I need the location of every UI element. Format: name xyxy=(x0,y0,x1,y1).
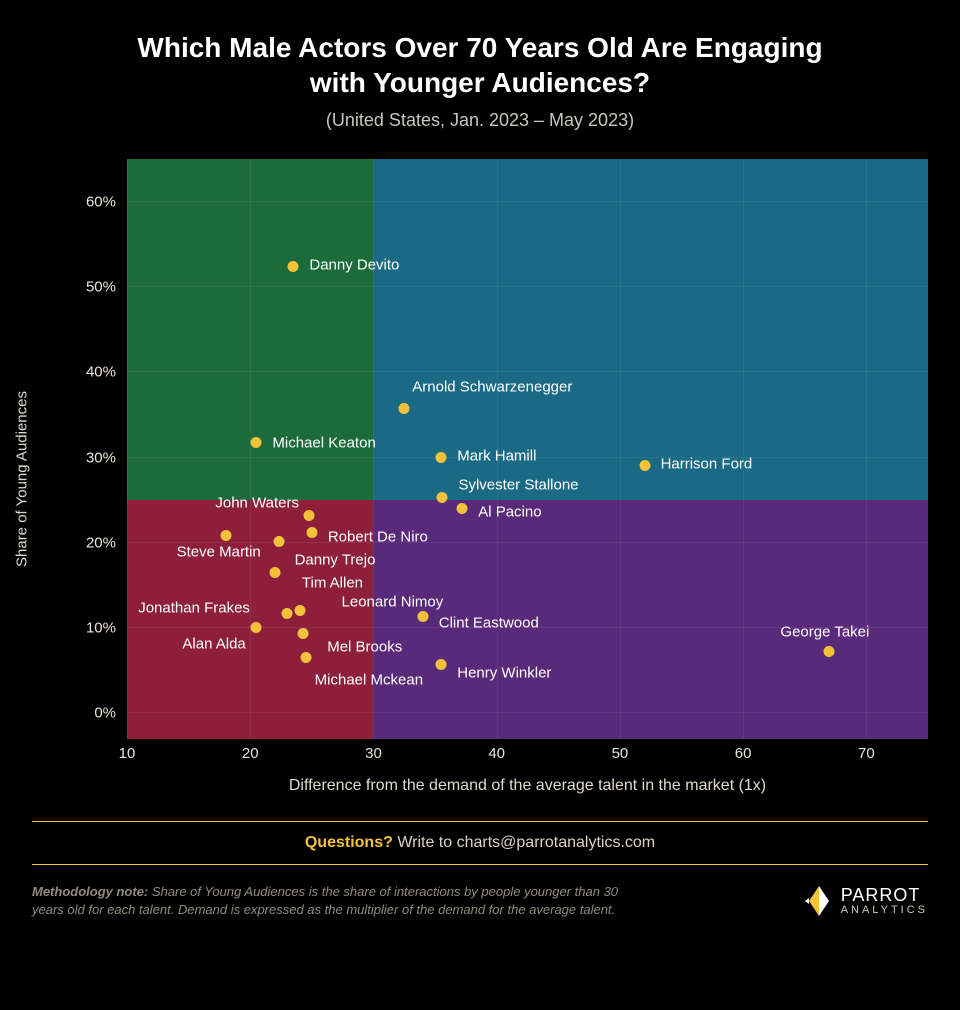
x-tick: 30 xyxy=(365,745,382,762)
y-tick: 20% xyxy=(86,534,116,551)
x-tick: 50 xyxy=(612,745,629,762)
y-axis-label: Share of Young Audiences xyxy=(14,391,31,567)
gridline xyxy=(127,159,128,739)
data-point-label: Steve Martin xyxy=(177,544,261,561)
methodology-note: Methodology note: Share of Young Audienc… xyxy=(32,883,652,918)
gridline xyxy=(127,201,928,202)
x-tick: 10 xyxy=(119,745,136,762)
y-tick: 40% xyxy=(86,364,116,381)
data-point-label: George Takei xyxy=(780,624,869,641)
data-point-label: Al Pacino xyxy=(478,503,541,520)
y-tick: 0% xyxy=(94,705,116,722)
data-point-label: Arnold Schwarzenegger xyxy=(412,378,572,395)
data-point-label: Sylvester Stallone xyxy=(458,476,578,493)
parrot-icon xyxy=(805,884,833,918)
data-point-label: Henry Winkler xyxy=(457,664,551,681)
gridline xyxy=(127,286,928,287)
gridline xyxy=(127,712,928,713)
x-tick: 40 xyxy=(488,745,505,762)
plot-area: Danny Devito Arnold Schwarzenegger Michael… xyxy=(127,159,928,739)
x-tick: 70 xyxy=(858,745,875,762)
data-point-label: Tim Allen xyxy=(302,574,363,591)
data-point-label: Mark Hamill xyxy=(457,447,536,464)
scatter-chart: Share of Young Audiences 0%10%20%30%40%5… xyxy=(32,159,928,799)
data-point-label: Danny Devito xyxy=(309,257,399,274)
data-point-label: Leonard Nimoy xyxy=(342,594,444,611)
gridline xyxy=(866,159,867,739)
data-point-label: Mel Brooks xyxy=(327,639,402,656)
y-tick: 50% xyxy=(86,278,116,295)
data-point-label: Michael Mckean xyxy=(315,671,423,688)
brand-logo: PARROT ANALYTICS xyxy=(805,884,928,918)
x-axis-label: Difference from the demand of the averag… xyxy=(127,777,928,795)
gridline xyxy=(620,159,621,739)
contact-bar: Questions? Write to charts@parrotanalyti… xyxy=(32,821,928,865)
data-point-label: Robert De Niro xyxy=(328,528,428,545)
data-point-label: Clint Eastwood xyxy=(439,615,539,632)
x-tick: 20 xyxy=(242,745,259,762)
gridline xyxy=(250,159,251,739)
contact-email-text: Write to charts@parrotanalytics.com xyxy=(393,834,655,851)
gridline xyxy=(743,159,744,739)
y-axis-ticks: 0% 10% 20% 30% 40% 50% 60% xyxy=(72,159,122,739)
data-point-label: Danny Trejo xyxy=(295,551,376,568)
x-axis-ticks: 10203040506070 xyxy=(127,745,928,765)
chart-title: Which Male Actors Over 70 Years Old Are … xyxy=(32,30,928,100)
y-tick: 60% xyxy=(86,193,116,210)
logo-line2: ANALYTICS xyxy=(841,905,928,917)
gridline xyxy=(127,371,928,372)
data-point-label: Michael Keaton xyxy=(272,435,375,452)
logo-line1: PARROT xyxy=(841,886,928,905)
y-tick: 10% xyxy=(86,620,116,637)
data-point-label: John Waters xyxy=(215,494,299,511)
data-point-label: Alan Alda xyxy=(182,636,245,653)
data-point-label: Jonathan Frakes xyxy=(138,599,250,616)
chart-subtitle: (United States, Jan. 2023 – May 2023) xyxy=(32,110,928,131)
y-tick: 30% xyxy=(86,449,116,466)
x-tick: 60 xyxy=(735,745,752,762)
data-point-label: Harrison Ford xyxy=(661,456,753,473)
contact-question-label: Questions? xyxy=(305,834,393,851)
